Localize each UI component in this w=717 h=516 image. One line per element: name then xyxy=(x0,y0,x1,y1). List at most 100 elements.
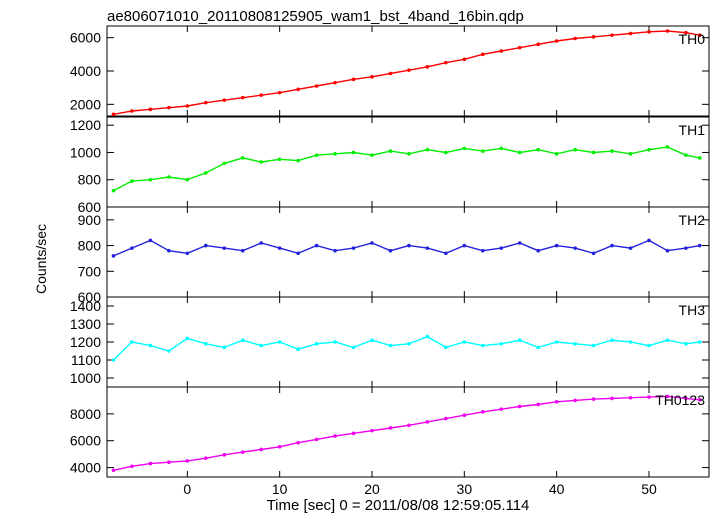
data-point xyxy=(314,153,319,157)
panel-th0123: 4000 6000 8000 TH0123 xyxy=(70,386,710,478)
series-line xyxy=(113,395,700,471)
data-point xyxy=(222,453,227,457)
y-tick-label: 1300 xyxy=(70,316,101,332)
data-point xyxy=(697,33,702,37)
data-point xyxy=(665,145,670,149)
data-point xyxy=(499,342,504,346)
data-point xyxy=(684,246,688,250)
data-point xyxy=(130,246,134,250)
data-point xyxy=(388,343,393,348)
data-point xyxy=(351,431,356,436)
data-point xyxy=(111,254,116,258)
data-point xyxy=(111,112,116,117)
data-point xyxy=(259,241,263,245)
data-point xyxy=(573,36,577,41)
y-tick-label: 2000 xyxy=(70,96,101,112)
data-point xyxy=(296,158,300,163)
data-point xyxy=(647,238,651,243)
data-point xyxy=(167,175,171,179)
data-point xyxy=(111,188,116,193)
data-point xyxy=(554,243,559,248)
data-point xyxy=(185,177,190,182)
data-point xyxy=(148,238,153,243)
data-point xyxy=(148,107,153,112)
data-point xyxy=(591,35,596,39)
data-point xyxy=(296,87,300,92)
y-axis-label: Counts/sec xyxy=(33,224,49,294)
data-point xyxy=(407,152,411,156)
data-point xyxy=(647,147,651,152)
data-point xyxy=(499,246,504,250)
data-point xyxy=(203,100,208,105)
data-point xyxy=(573,342,577,346)
y-tick-label: 1000 xyxy=(70,144,101,160)
data-point xyxy=(111,468,116,473)
data-point xyxy=(647,395,651,399)
data-point xyxy=(425,334,430,339)
data-point xyxy=(388,248,393,253)
data-point xyxy=(370,428,374,433)
data-point xyxy=(351,77,356,82)
panel-frame xyxy=(106,206,710,298)
data-point xyxy=(697,156,702,160)
panel-label: TH3 xyxy=(679,302,706,318)
data-point xyxy=(536,345,540,350)
y-tick-label: 800 xyxy=(78,172,102,188)
data-point xyxy=(684,396,688,401)
data-point xyxy=(684,153,688,157)
data-point xyxy=(351,246,356,250)
data-point xyxy=(277,157,282,162)
y-tick-label: 900 xyxy=(78,212,102,228)
data-point xyxy=(351,150,356,155)
data-point xyxy=(591,251,596,256)
data-point xyxy=(148,343,153,348)
data-point xyxy=(167,349,171,353)
data-point xyxy=(610,243,614,248)
y-tick-label: 1200 xyxy=(70,117,101,133)
data-point xyxy=(240,450,245,454)
data-point xyxy=(167,248,171,253)
data-point xyxy=(167,460,171,465)
data-point xyxy=(554,152,559,156)
data-point xyxy=(444,416,448,421)
y-tick-label: 600 xyxy=(78,289,102,305)
data-point xyxy=(130,464,134,469)
x-tick-label: 40 xyxy=(549,481,565,497)
y-tick-label: 6000 xyxy=(70,30,101,46)
data-point xyxy=(388,71,393,76)
data-point xyxy=(222,161,227,166)
data-point xyxy=(240,338,245,343)
data-point xyxy=(444,345,448,350)
data-point xyxy=(425,420,430,424)
data-point xyxy=(370,153,374,157)
data-point xyxy=(462,243,467,248)
y-tick-label: 600 xyxy=(78,199,102,215)
data-point xyxy=(277,340,282,344)
data-point xyxy=(259,93,263,97)
data-point xyxy=(628,395,633,400)
data-point xyxy=(480,149,485,153)
data-point xyxy=(203,243,208,248)
panel-label: TH0 xyxy=(679,31,706,47)
data-point xyxy=(610,149,614,153)
series-line xyxy=(113,146,700,192)
y-tick-label: 6000 xyxy=(70,433,101,449)
data-point xyxy=(407,342,411,346)
panel-th2: 600 700 800 900 TH2 xyxy=(78,206,710,305)
x-tick-label: 0 xyxy=(183,481,191,497)
panel-label: TH1 xyxy=(679,122,706,138)
data-point xyxy=(499,146,504,151)
data-point xyxy=(370,75,374,79)
data-point xyxy=(370,241,374,245)
data-point xyxy=(333,340,337,344)
data-point xyxy=(277,246,282,250)
data-point xyxy=(517,45,522,50)
data-point xyxy=(647,30,651,34)
data-point xyxy=(130,179,134,183)
y-tick-label: 4000 xyxy=(70,460,101,476)
data-point xyxy=(407,68,411,72)
data-point xyxy=(222,246,227,250)
y-tick-label: 700 xyxy=(78,263,102,279)
data-point xyxy=(203,342,208,346)
